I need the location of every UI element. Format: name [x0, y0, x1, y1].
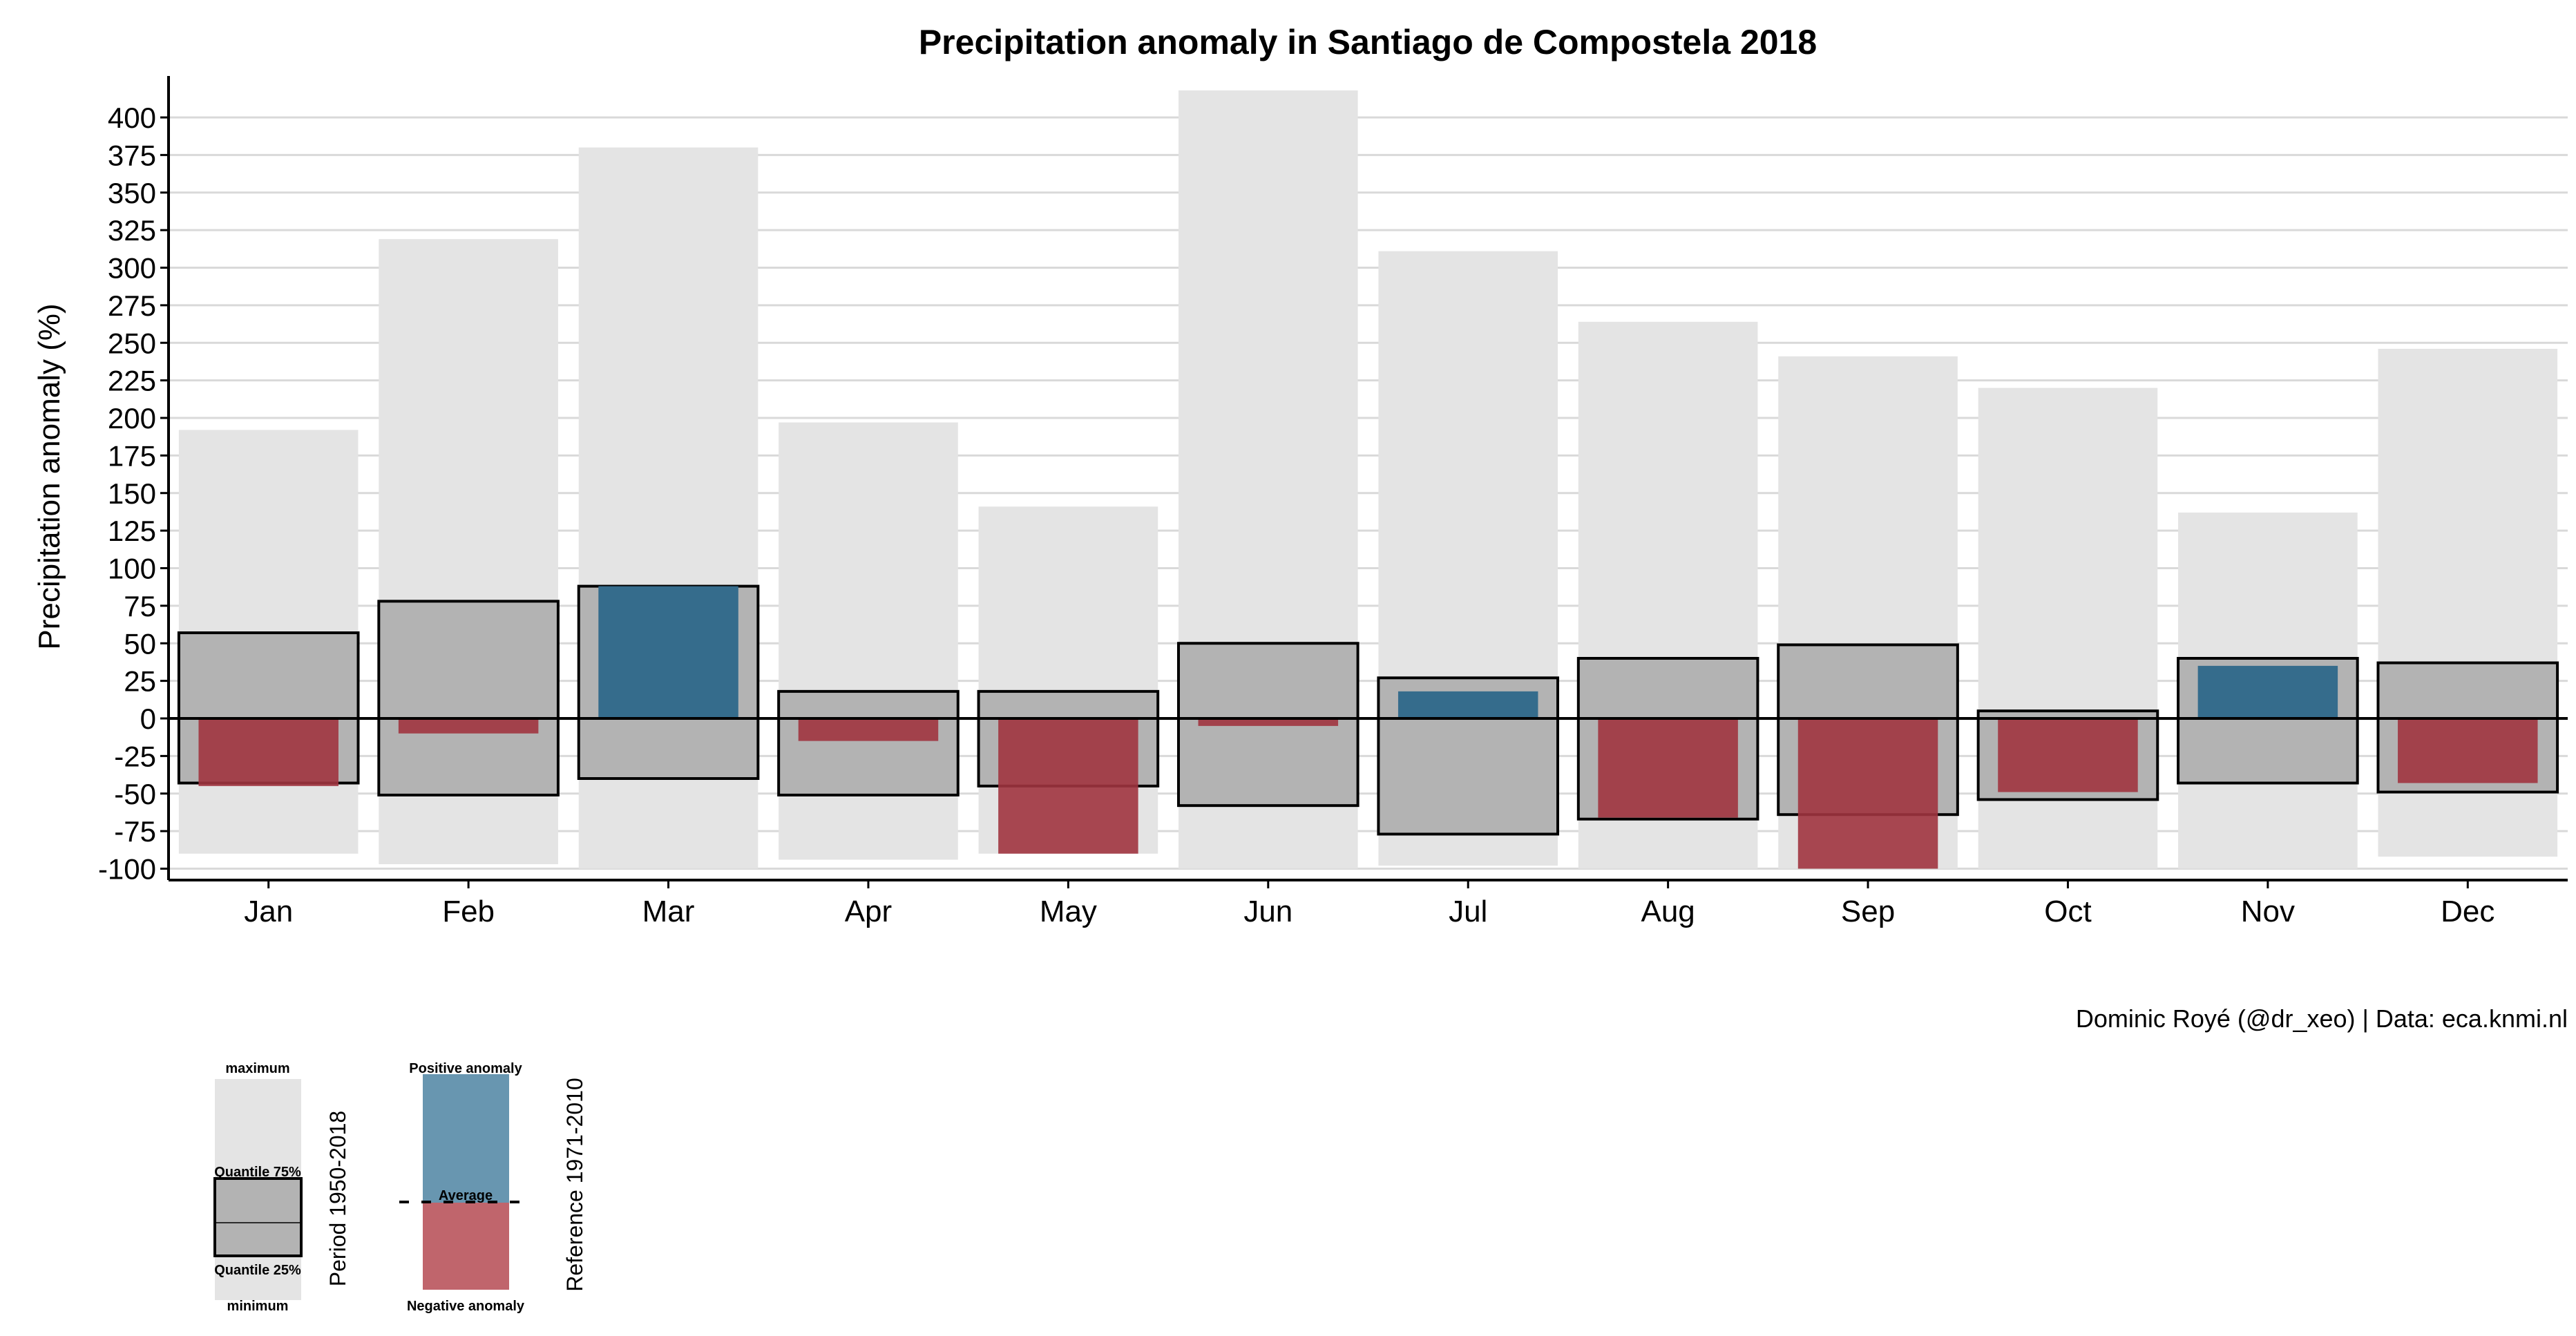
x-tick-label: Nov	[2241, 895, 2295, 928]
legend-iqr-box	[213, 1177, 303, 1257]
y-tick-label: 300	[108, 252, 156, 285]
anomaly-bar-may	[998, 718, 1138, 854]
y-tick-label: 375	[108, 139, 156, 171]
x-tick-label: Oct	[2044, 895, 2091, 928]
caption: Dominic Royé (@dr_xeo) | Data: eca.knmi.…	[2076, 1004, 2568, 1033]
y-tick-label: 325	[108, 214, 156, 247]
y-tick-label: 50	[124, 627, 156, 660]
legend-anomaly-title: Reference 1971-2010	[562, 1078, 587, 1292]
y-tick-label: 100	[108, 553, 156, 585]
x-axis: Jan Feb Mar Apr May Jun Jul Aug Sep Oct Nov Dec	[169, 879, 2568, 928]
y-tick-label: 175	[108, 439, 156, 472]
x-tick-label: Jun	[1243, 895, 1292, 928]
x-tick-label: Sep	[1841, 895, 1895, 928]
legend-range-title: Period 1950-2018	[325, 1111, 350, 1286]
anomaly-bar-jan	[198, 718, 338, 786]
y-tick-label: -100	[98, 853, 156, 886]
x-tick-label: Mar	[642, 895, 695, 928]
y-tick-label: 75	[124, 590, 156, 622]
legend-positive-bar	[423, 1074, 509, 1203]
legend-maximum-label: maximum	[225, 1061, 289, 1076]
iqr-box-feb	[377, 600, 560, 796]
legend-anomaly: Positive anomaly Average Negative anomal…	[399, 1061, 587, 1314]
anomaly-bar-apr	[798, 718, 939, 741]
x-tick-label: Dec	[2441, 895, 2494, 928]
anomaly-bar-jun	[1198, 718, 1339, 726]
x-tick-label: May	[1040, 895, 1097, 928]
legend-q75-label: Quantile 75%	[214, 1165, 301, 1180]
iqr-box-apr	[777, 689, 960, 796]
y-tick-label: 0	[140, 703, 156, 735]
x-tick-label: Feb	[442, 895, 495, 928]
anomaly-bar-jul	[1397, 691, 1538, 718]
legend-negative-bar	[423, 1203, 509, 1290]
y-tick-label: -50	[114, 778, 156, 810]
y-tick-label: 125	[108, 515, 156, 547]
anomaly-bar-mar	[598, 586, 738, 718]
anomaly-bar-sep	[1797, 718, 1938, 869]
y-tick-label: 200	[108, 402, 156, 435]
legend-q25-label: Quantile 25%	[214, 1263, 301, 1278]
y-tick-label: -75	[114, 815, 156, 848]
chart-title: Precipitation anomaly in Santiago de Com…	[919, 23, 1817, 61]
legend-minimum-label: minimum	[227, 1299, 289, 1314]
legend-positive-label: Positive anomaly	[409, 1061, 522, 1076]
y-tick-label: -25	[114, 740, 156, 772]
legend-negative-label: Negative anomaly	[407, 1299, 525, 1314]
y-axis: -100 -75 -50 -25 0 25 50 75 100 125 150 175 200 225 25…	[98, 76, 170, 886]
y-tick-label: 250	[108, 327, 156, 359]
y-tick-label: 400	[108, 102, 156, 134]
y-tick-label: 350	[108, 177, 156, 209]
x-tick-label: Apr	[845, 895, 892, 928]
x-tick-label: Jul	[1449, 895, 1487, 928]
anomaly-bar-aug	[1598, 718, 1738, 818]
anomaly-bar-nov	[2197, 665, 2338, 718]
anomaly-bar-dec	[2398, 718, 2538, 783]
y-axis-label: Precipitation anomaly (%)	[32, 303, 66, 649]
x-tick-label: Aug	[1641, 895, 1695, 928]
y-tick-label: 25	[124, 665, 156, 698]
bars	[169, 90, 2568, 869]
y-tick-label: 275	[108, 289, 156, 322]
anomaly-bar-oct	[1998, 718, 2138, 792]
y-tick-label: 225	[108, 365, 156, 397]
anomaly-bar-feb	[398, 718, 539, 734]
legend-range: maximum Quantile 75% Quantile 25% minimu…	[213, 1061, 350, 1314]
gridlines	[169, 116, 2568, 870]
legend-average-label: Average	[439, 1188, 493, 1203]
x-tick-label: Jan	[244, 895, 293, 928]
y-tick-label: 150	[108, 477, 156, 510]
